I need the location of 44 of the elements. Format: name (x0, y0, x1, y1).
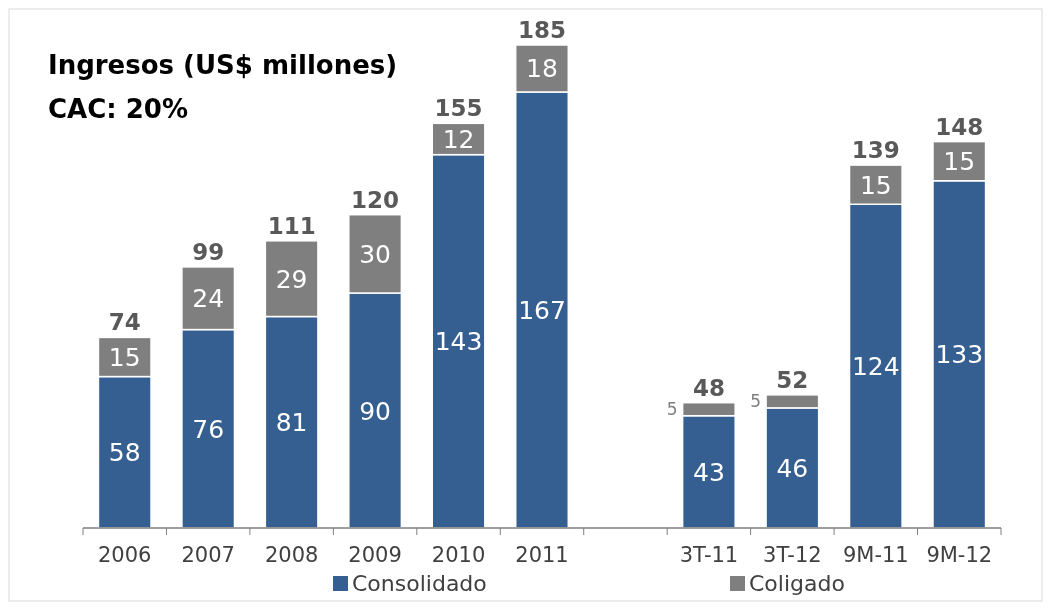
data-label: 81 (275, 408, 308, 438)
legend-label: Coligado (749, 571, 845, 596)
data-label: 24 (192, 284, 225, 314)
x-tick-label: 3T-12 (763, 543, 822, 567)
total-label: 185 (517, 17, 567, 43)
x-tick-label: 2008 (264, 543, 319, 567)
total-label: 52 (776, 366, 809, 393)
data-label: 15 (943, 147, 976, 177)
total-label: 74 (108, 309, 141, 336)
data-label: 76 (192, 414, 225, 444)
legend-label: Consolidado (352, 571, 487, 596)
total-label: 111 (267, 212, 316, 239)
x-tick-label: 2011 (515, 543, 569, 567)
data-label: 5 (750, 391, 762, 412)
data-label: 124 (851, 352, 900, 382)
data-label: 15 (859, 170, 892, 200)
data-label: 30 (359, 239, 391, 269)
total-label: 139 (851, 137, 900, 164)
chart-title: Ingresos (US$ millones) (48, 50, 398, 80)
data-label: 29 (275, 264, 308, 294)
data-label: 46 (776, 453, 809, 483)
data-label: 12 (442, 124, 475, 154)
total-label: 48 (692, 374, 725, 401)
data-label: 143 (434, 327, 483, 357)
x-tick-label: 2009 (348, 543, 402, 567)
data-label: 58 (108, 438, 141, 468)
x-tick-label: 2007 (181, 543, 235, 567)
x-tick-label: 9M-12 (926, 543, 993, 567)
total-label: 120 (351, 186, 400, 213)
total-label: 155 (434, 95, 483, 122)
data-label: 18 (526, 54, 558, 84)
total-label: 99 (192, 238, 225, 265)
data-label: 90 (359, 396, 391, 426)
data-label: 43 (693, 457, 725, 487)
x-tick-label: 3T-11 (679, 543, 739, 567)
data-label: 15 (108, 342, 141, 372)
data-label: 167 (518, 296, 566, 325)
total-label: 148 (935, 113, 984, 140)
text: CAC: 20% (48, 94, 188, 124)
data-label: 5 (666, 399, 678, 420)
x-tick-label: 9M-11 (842, 543, 909, 567)
data-label: 133 (935, 340, 984, 370)
x-tick-label: 2010 (431, 543, 486, 567)
x-tick-label: 2006 (98, 543, 152, 567)
